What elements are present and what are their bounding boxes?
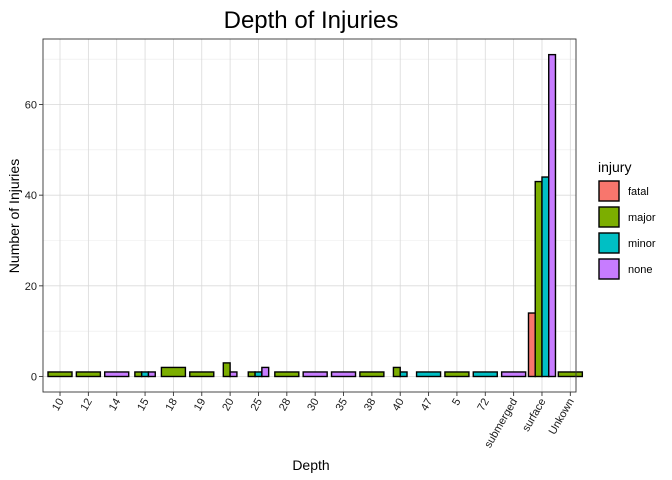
x-tick-label: 72 — [475, 397, 492, 414]
bar-40-minor — [399, 371, 408, 378]
x-tick-label: 20 — [220, 397, 237, 414]
x-tick-label: 40 — [390, 397, 407, 414]
bar-12-major — [75, 371, 102, 378]
bars — [47, 53, 584, 378]
legend-title: injury — [598, 159, 631, 175]
y-tick-label: 40 — [25, 190, 37, 202]
x-tick-label: 15 — [135, 397, 152, 414]
bar-25-minor — [254, 371, 263, 378]
x-axis-ticks: 10 12 14 15 18 19 20 25 28 30 35 38 40 47 5 72submerged… — [50, 392, 577, 450]
chart-title: Depth of Injuries — [224, 7, 399, 34]
bar-15-major — [134, 371, 143, 378]
bar-18-major — [160, 366, 187, 378]
bar-20-none — [229, 371, 238, 378]
legend-label-major: major — [628, 212, 656, 224]
legend-label-none: none — [628, 264, 652, 276]
x-axis-title: Depth — [292, 457, 329, 473]
legend-label-minor: minor — [628, 238, 656, 250]
legend-key-minor — [598, 232, 620, 254]
bar-47-minor — [415, 371, 442, 378]
x-tick-label: 14 — [107, 397, 124, 414]
legend-key-none — [598, 258, 620, 280]
plot-panel — [43, 39, 576, 392]
x-tick-label: 25 — [249, 397, 266, 414]
bar-25-none — [261, 366, 270, 378]
bar-surface-minor — [541, 176, 550, 378]
x-tick-label: 30 — [305, 397, 322, 414]
x-tick-label: 35 — [334, 397, 351, 414]
bar-surface-none — [548, 53, 557, 378]
x-tick-label: 12 — [78, 397, 95, 414]
bar-14-none — [104, 371, 130, 378]
x-tick-label: 18 — [163, 397, 180, 414]
bar-20-major — [222, 362, 231, 378]
bar-surface-fatal — [527, 312, 536, 378]
x-tick-label: 47 — [419, 397, 436, 414]
bar-19-major — [189, 371, 215, 378]
bar-72-minor — [472, 371, 498, 378]
bar-Unkown-major — [557, 371, 584, 378]
bar-25-major — [247, 371, 256, 378]
bar-30-none — [302, 371, 328, 378]
x-tick-label: 5 — [450, 397, 463, 408]
y-axis-ticks: 0 20 40 60 — [25, 100, 43, 384]
legend-label-fatal: fatal — [628, 186, 649, 198]
bar-38-major — [359, 371, 385, 378]
legend-key-major — [598, 206, 620, 228]
bar-28-major — [274, 371, 300, 378]
bar-5-major — [444, 371, 470, 378]
y-tick-label: 60 — [25, 100, 37, 112]
x-tick-label: Unkown — [547, 397, 577, 437]
x-tick-label: surface — [520, 397, 548, 434]
x-tick-label: 28 — [277, 397, 294, 414]
panel-border — [42, 38, 577, 393]
bar-40-major — [392, 366, 401, 378]
y-tick-label: 20 — [25, 281, 37, 293]
bar-15-none — [147, 371, 156, 378]
legend: injury fatal major minor none — [598, 159, 656, 280]
bar-submerged-none — [500, 371, 527, 378]
x-tick-label: 10 — [50, 397, 67, 414]
y-tick-label: 0 — [31, 372, 37, 384]
x-tick-label: 38 — [362, 397, 379, 414]
y-axis-title: Number of Injuries — [6, 159, 22, 273]
x-tick-label: 19 — [192, 397, 209, 414]
bar-10-major — [47, 371, 73, 378]
legend-key-fatal — [598, 180, 620, 202]
bar-surface-major — [534, 180, 543, 378]
panel-background — [43, 39, 576, 392]
bar-15-minor — [140, 371, 150, 378]
bar-35-none — [330, 371, 357, 378]
